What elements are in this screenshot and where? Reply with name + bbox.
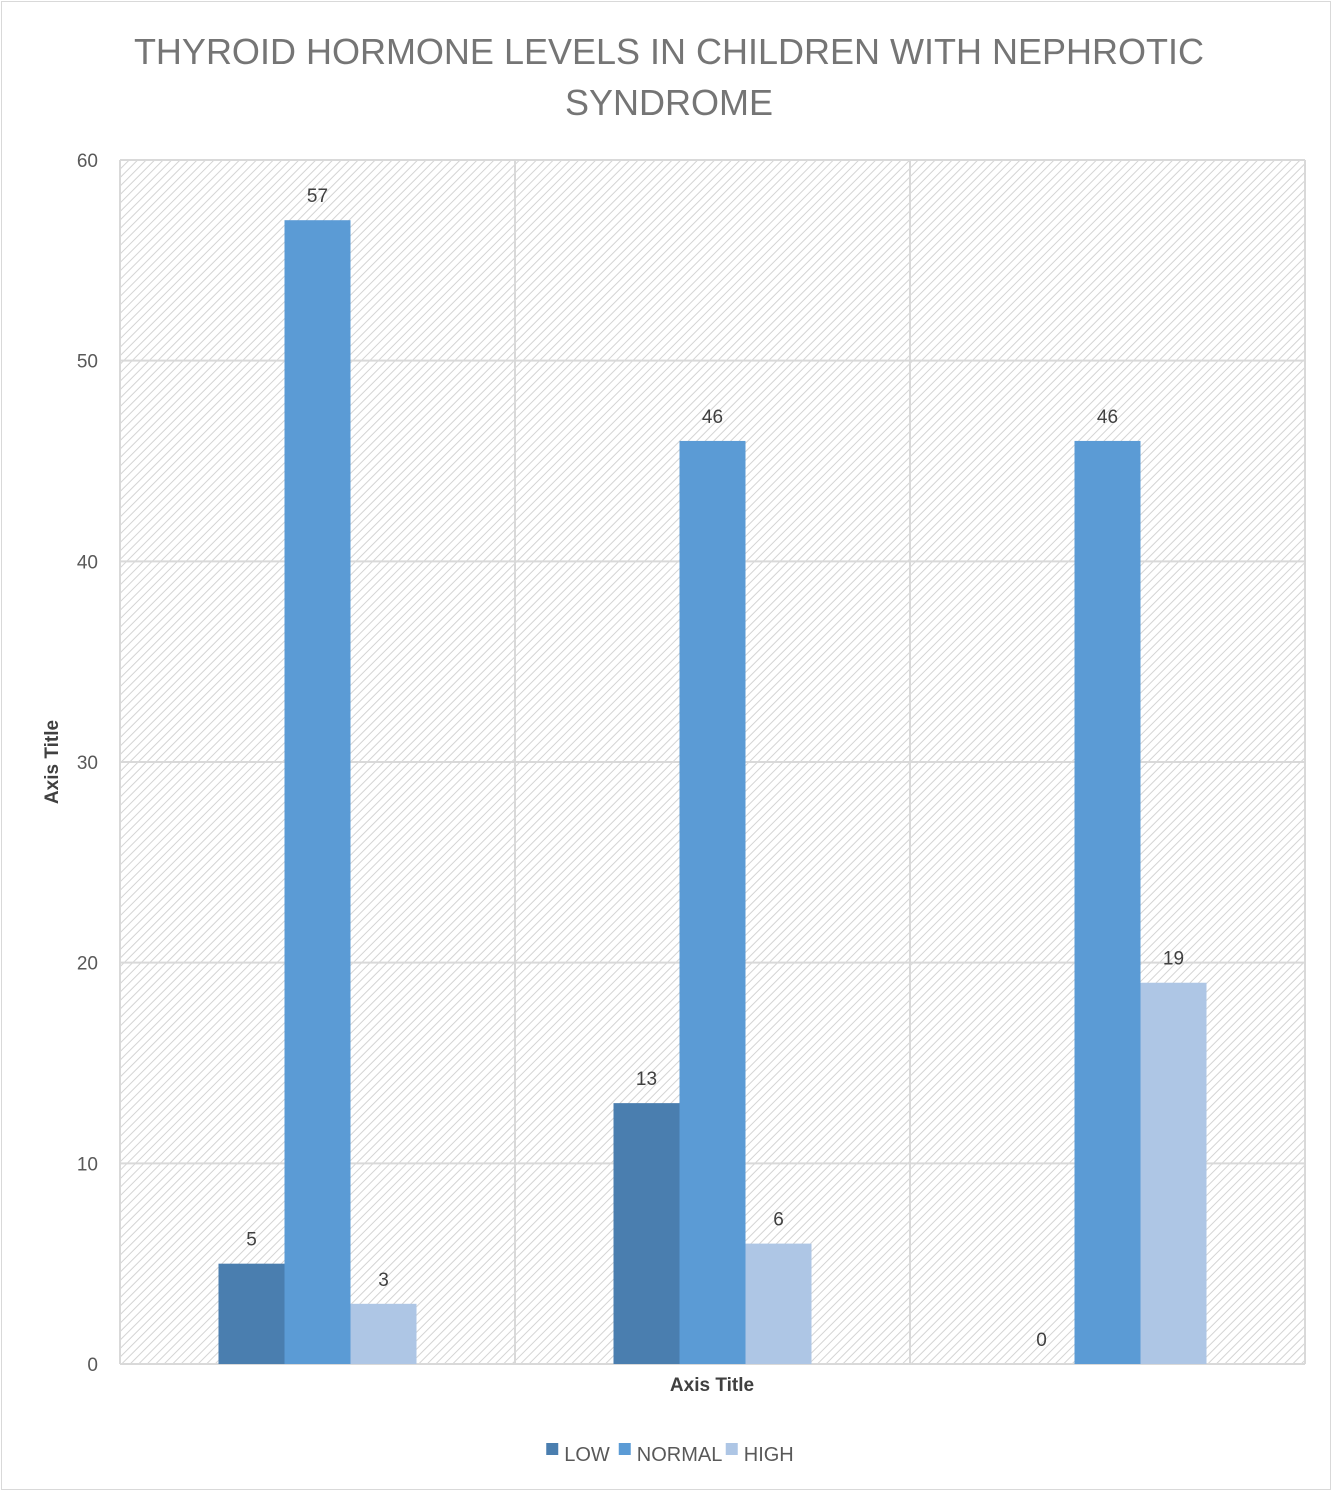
y-axis-title: Axis Title [42, 720, 63, 804]
data-label-high-3: 19 [1163, 949, 1184, 970]
data-label-low-3: 0 [1036, 1330, 1047, 1351]
bar-low-2 [613, 1103, 680, 1364]
legend-label-low: LOW [564, 1444, 610, 1466]
data-label-normal-3: 46 [1097, 407, 1118, 428]
bar-normal-3 [1074, 440, 1141, 1364]
legend-label-normal: NORMAL [637, 1444, 723, 1466]
y-tick-label: 10 [77, 1154, 98, 1175]
data-label-high-2: 6 [773, 1210, 784, 1231]
y-tick-label: 20 [77, 954, 98, 975]
y-axis-ticks: 0 10 20 30 40 50 60 [77, 151, 98, 1376]
y-tick-label: 60 [77, 151, 98, 172]
bar-high-1 [350, 1303, 417, 1364]
data-labels: 5 13 0 57 46 46 3 6 19 [246, 186, 1184, 1351]
legend-swatch-low [546, 1443, 559, 1455]
bar-high-3 [1140, 982, 1207, 1364]
data-label-high-1: 3 [378, 1270, 389, 1291]
bars [218, 220, 1207, 1365]
data-label-low-1: 5 [246, 1230, 257, 1251]
y-tick-label: 50 [77, 352, 98, 373]
y-tick-label: 30 [77, 753, 98, 774]
bar-normal-2 [679, 440, 746, 1364]
legend-swatch-high [725, 1443, 738, 1455]
y-tick-label: 40 [77, 552, 98, 573]
data-label-normal-1: 57 [307, 186, 328, 207]
x-axis-title: Axis Title [670, 1375, 754, 1396]
legend-swatch-normal [618, 1443, 631, 1455]
data-label-normal-2: 46 [702, 407, 723, 428]
chart-title-line-1: THYROID HORMONE LEVELS IN CHILDREN WITH … [134, 31, 1204, 72]
chart-title-line-2: SYNDROME [565, 82, 773, 123]
bar-normal-1 [284, 220, 351, 1365]
bar-high-2 [745, 1243, 812, 1364]
data-label-low-2: 13 [636, 1069, 657, 1090]
legend: LOW NORMAL HIGH [546, 1443, 794, 1466]
y-tick-label: 0 [87, 1355, 98, 1376]
bar-low-1 [218, 1263, 285, 1364]
legend-label-high: HIGH [744, 1444, 794, 1466]
